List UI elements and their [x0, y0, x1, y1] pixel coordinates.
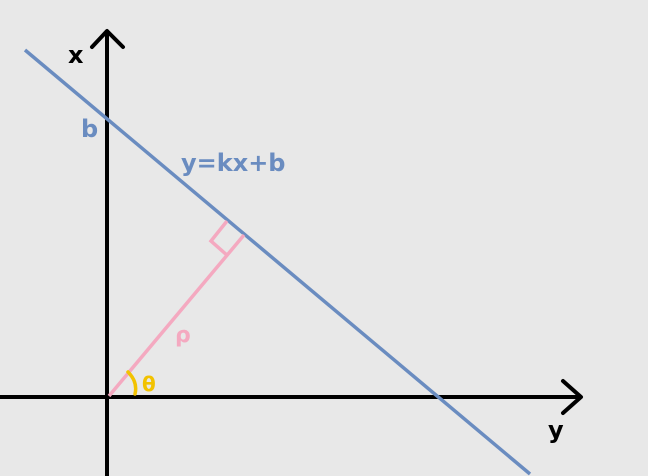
theta-label: θ: [142, 372, 156, 396]
y-axis-label: y: [548, 416, 564, 444]
x-axis-label: x: [68, 41, 84, 69]
rho-label: ρ: [175, 323, 191, 348]
theta-arc: [126, 370, 138, 396]
horizontal-axis-arrowhead: [561, 379, 583, 415]
line-kx-plus-b: [23, 48, 532, 476]
intercept-label: b: [81, 115, 98, 143]
right-angle-marker: [208, 219, 230, 258]
line-equation-label: y=kx+b: [181, 149, 285, 177]
vertical-axis-arrowhead: [90, 29, 125, 49]
perpendicular-rho: [107, 233, 246, 398]
